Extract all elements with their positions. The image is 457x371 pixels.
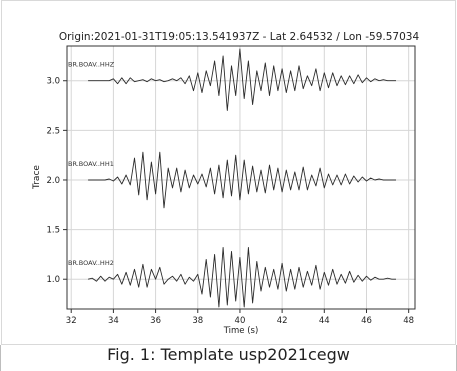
y-tick-label: 2.5 [46, 126, 60, 136]
y-tick-label: 3.0 [46, 77, 60, 87]
x-tick-label: 46 [361, 316, 372, 326]
x-tick-label: 44 [319, 316, 330, 326]
x-tick-label: 42 [277, 316, 288, 326]
y-axis-ticks: 1.0 1.5 2.0 2.5 3.0 [46, 77, 67, 285]
x-tick-label: 36 [150, 316, 161, 326]
trace-waveform [87, 247, 396, 308]
x-tick-label: 40 [235, 316, 246, 326]
x-tick-label: 34 [108, 316, 119, 326]
x-axis-ticks: 32 34 36 38 40 42 44 46 48 [66, 309, 414, 326]
chart-title: Origin:2021-01-31T19:05:13.541937Z - Lat… [59, 31, 420, 43]
figure-caption: Fig. 1: Template usp2021cegw [107, 345, 350, 364]
figure-panel: BR.BOAV..HHZ BR.BOAV..HH1 BR.BOAV..HH2 32 3… [1, 0, 456, 345]
y-tick-label: 1.5 [46, 226, 60, 236]
trace-waveform [88, 151, 396, 209]
trace-station-label: BR.BOAV..HH2 [68, 259, 114, 267]
trace-station-label: BR.BOAV..HH1 [68, 160, 114, 168]
x-axis-label: Time (s) [223, 326, 259, 336]
y-tick-label: 2.0 [46, 176, 60, 186]
x-tick-label: 48 [403, 316, 414, 326]
grid-layer [67, 46, 415, 309]
trace-station-label: BR.BOAV..HHZ [68, 61, 115, 69]
x-tick-label: 38 [192, 316, 203, 326]
x-tick-label: 32 [66, 316, 77, 326]
frame-border-left [0, 345, 1, 371]
y-axis-label: Trace [32, 165, 42, 190]
plot-area-frame [66, 45, 416, 310]
trace-layer: BR.BOAV..HHZ BR.BOAV..HH1 BR.BOAV..HH2 [68, 48, 396, 308]
y-tick-label: 1.0 [46, 275, 60, 285]
trace-waveform [88, 48, 396, 111]
